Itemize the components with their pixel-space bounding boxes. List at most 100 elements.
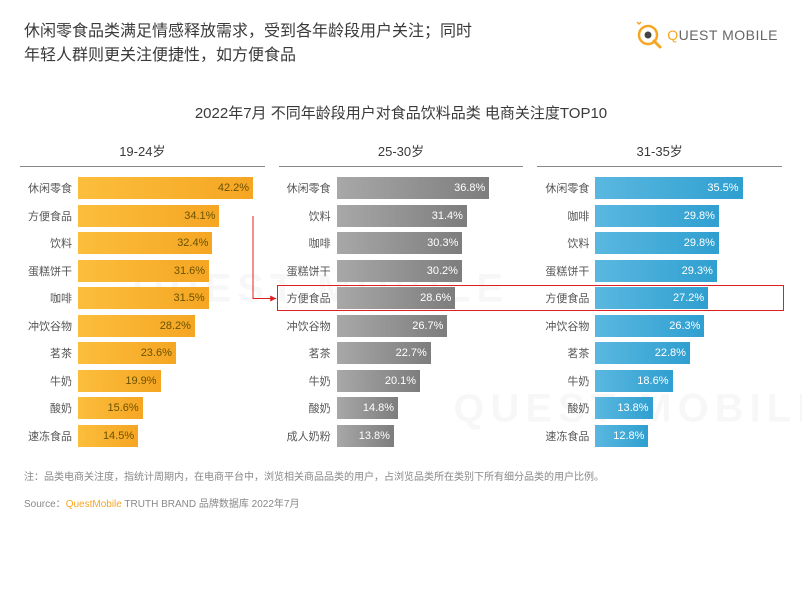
row-label: 蛋糕饼干 [20, 263, 78, 279]
bar: 27.2% [595, 287, 708, 309]
bar-wrap: 36.8% [337, 177, 524, 199]
bar: 31.4% [337, 205, 467, 227]
bar: 36.8% [337, 177, 490, 199]
bar-row: 蛋糕饼干30.2% [279, 260, 524, 282]
row-label: 饮料 [537, 235, 595, 251]
bar-row: 方便食品 34.1% [20, 205, 265, 227]
row-label: 速冻食品 [537, 428, 595, 444]
bar: 14.5% [78, 425, 138, 447]
bar-row: 冲饮谷物 28.2% [20, 315, 265, 337]
bar: 28.2% [78, 315, 195, 337]
row-label: 酸奶 [537, 400, 595, 416]
bar-row: 方便食品28.6% [279, 287, 524, 309]
bar-value: 14.8% [363, 402, 394, 414]
bar: 35.5% [595, 177, 742, 199]
bar: 29.3% [595, 260, 717, 282]
row-label: 咖啡 [20, 290, 78, 306]
bar: 26.7% [337, 315, 448, 337]
row-label: 冲饮谷物 [20, 318, 78, 334]
row-label: 酸奶 [279, 400, 337, 416]
bar-value: 31.6% [174, 265, 205, 277]
title-line-2: 年轻人群则更关注便捷性，如方便食品 [24, 47, 296, 64]
row-label: 牛奶 [20, 373, 78, 389]
logo-text: QUEST MOBILE [667, 27, 778, 43]
bar-value: 34.1% [184, 210, 215, 222]
bar-row: 饮料 32.4% [20, 232, 265, 254]
row-label: 茗茶 [20, 345, 78, 361]
bar-wrap: 31.5% [78, 287, 265, 309]
bar-wrap: 29.8% [595, 232, 782, 254]
row-label: 饮料 [20, 235, 78, 251]
bar-wrap: 13.8% [595, 397, 782, 419]
row-label: 牛奶 [279, 373, 337, 389]
bar-row: 蛋糕饼干29.3% [537, 260, 782, 282]
bar-wrap: 42.2% [78, 177, 265, 199]
bar: 19.9% [78, 370, 161, 392]
source-tail: TRUTH BRAND 品牌数据库 2022年7月 [122, 499, 300, 510]
row-label: 速冻食品 [20, 428, 78, 444]
bar-row: 茗茶 22.8% [537, 342, 782, 364]
bar-row: 速冻食品 12.8% [537, 425, 782, 447]
bar-value: 32.4% [177, 237, 208, 249]
bar-value: 31.5% [173, 292, 204, 304]
bar-row: 蛋糕饼干 31.6% [20, 260, 265, 282]
col-31-35: 31-35岁休闲零食35.5%咖啡29.8%饮料29.8%蛋糕饼干29.3%方便… [537, 141, 782, 452]
col-25-30: 25-30岁休闲零食36.8%饮料31.4%咖啡30.3%蛋糕饼干30.2%方便… [279, 141, 524, 452]
bar-row: 饮料29.8% [537, 232, 782, 254]
row-label: 方便食品 [20, 208, 78, 224]
bar-wrap: 30.2% [337, 260, 524, 282]
row-label: 成人奶粉 [279, 428, 337, 444]
column-header: 19-24岁 [20, 141, 265, 167]
bar-row: 方便食品27.2% [537, 287, 782, 309]
bar-value: 13.8% [617, 402, 648, 414]
bar-value: 42.2% [218, 182, 249, 194]
col-19-24: 19-24岁休闲零食42.2% 方便食品 34.1% 饮料 32.4% 蛋糕饼干 31.6%… [20, 141, 265, 452]
bar: 32.4% [78, 232, 212, 254]
bar-value: 20.1% [385, 375, 416, 387]
bar-value: 12.8% [613, 430, 644, 442]
bar: 14.8% [337, 397, 398, 419]
bar: 22.8% [595, 342, 690, 364]
questmobile-logo: QUEST MOBILE [633, 20, 778, 50]
column-header: 25-30岁 [279, 141, 524, 167]
source-line: Source：QuestMobile TRUTH BRAND 品牌数据库 202… [0, 485, 802, 510]
bar: 30.2% [337, 260, 462, 282]
bar: 12.8% [595, 425, 648, 447]
bar-value: 30.2% [427, 265, 458, 277]
bar-wrap: 22.7% [337, 342, 524, 364]
bar-wrap: 15.6% [78, 397, 265, 419]
bar-wrap: 30.3% [337, 232, 524, 254]
bar-value: 28.2% [160, 320, 191, 332]
row-label: 茗茶 [537, 345, 595, 361]
bar-wrap: 22.8% [595, 342, 782, 364]
bar-value: 15.6% [108, 402, 139, 414]
bar: 23.6% [78, 342, 176, 364]
bar: 28.6% [337, 287, 456, 309]
bar-wrap: 28.2% [78, 315, 265, 337]
bar-row: 咖啡 31.5% [20, 287, 265, 309]
bar-value: 30.3% [427, 237, 458, 249]
bar-value: 13.8% [359, 430, 390, 442]
row-label: 方便食品 [537, 290, 595, 306]
bar-value: 31.4% [432, 210, 463, 222]
bar-row: 茗茶23.6% [20, 342, 265, 364]
source-brand: QuestMobile [66, 499, 122, 510]
column-header: 31-35岁 [537, 141, 782, 167]
row-label: 休闲零食 [537, 180, 595, 196]
row-label: 牛奶 [537, 373, 595, 389]
bar-value: 19.9% [125, 375, 156, 387]
bar-value: 22.8% [655, 347, 686, 359]
bar: 31.6% [78, 260, 209, 282]
bar-value: 28.6% [420, 292, 451, 304]
bar-value: 14.5% [103, 430, 134, 442]
bar: 42.2% [78, 177, 253, 199]
bar-wrap: 20.1% [337, 370, 524, 392]
bar-row: 饮料31.4% [279, 205, 524, 227]
bar-row: 休闲零食42.2% [20, 177, 265, 199]
bar-wrap: 28.6% [337, 287, 524, 309]
bar-row: 牛奶18.6% [537, 370, 782, 392]
bar-wrap: 14.8% [337, 397, 524, 419]
logo-icon [633, 20, 663, 50]
bar-wrap: 34.1% [78, 205, 265, 227]
bar-value: 36.8% [454, 182, 485, 194]
